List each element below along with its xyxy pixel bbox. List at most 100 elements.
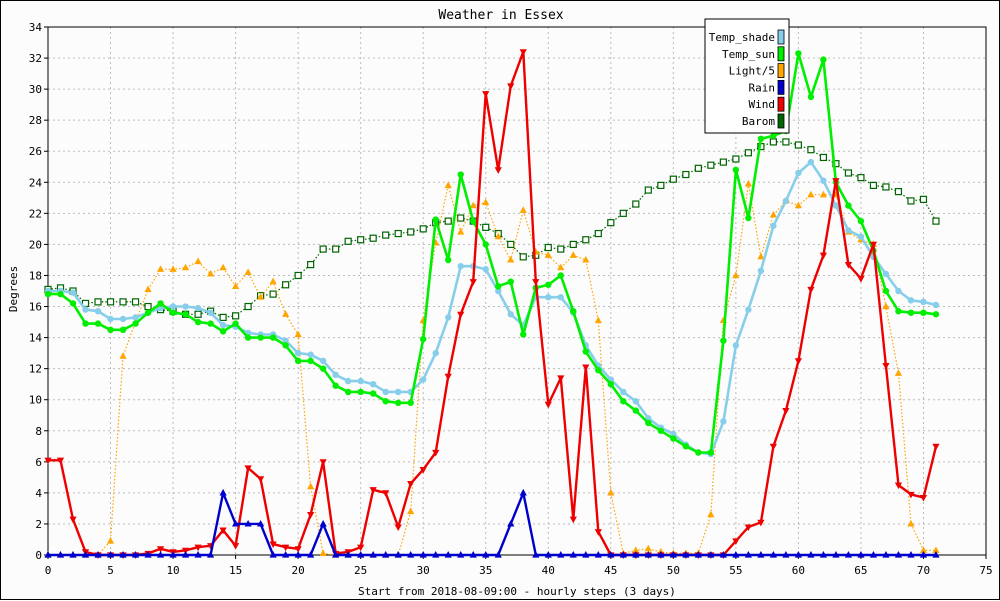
data-point	[882, 287, 890, 295]
data-point	[707, 510, 715, 518]
data-point	[69, 289, 77, 296]
data-point	[119, 298, 127, 306]
data-point	[457, 171, 464, 178]
data-point	[732, 342, 740, 349]
data-point	[444, 373, 452, 381]
data-point	[819, 190, 828, 198]
data-point	[181, 551, 190, 558]
data-point	[194, 310, 202, 318]
data-point	[469, 201, 477, 209]
data-point	[344, 388, 352, 396]
series-rain	[44, 488, 940, 558]
data-point	[919, 551, 928, 558]
data-point	[182, 303, 189, 310]
data-point	[557, 375, 565, 382]
data-point	[81, 551, 90, 558]
data-point	[744, 149, 752, 157]
data-point	[319, 245, 327, 253]
y-tick-label: 26	[29, 145, 42, 158]
data-point	[382, 388, 389, 396]
data-point	[820, 56, 827, 63]
data-point	[507, 83, 515, 91]
data-point	[794, 551, 802, 558]
data-point	[495, 283, 502, 290]
data-point	[594, 551, 602, 558]
data-point	[257, 476, 265, 483]
data-point	[407, 551, 415, 558]
data-point	[894, 188, 903, 196]
data-point	[419, 551, 427, 558]
x-tick-label: 55	[729, 564, 742, 577]
data-point	[232, 312, 240, 320]
legend-label-temp-shade: Temp_shade	[709, 31, 775, 44]
data-point	[644, 544, 652, 552]
data-point	[407, 399, 414, 407]
data-point	[570, 307, 577, 315]
data-point	[319, 365, 327, 372]
data-point	[357, 551, 365, 558]
data-point	[569, 516, 577, 524]
y-tick-label: 20	[29, 238, 42, 251]
data-point	[482, 241, 489, 248]
data-point	[770, 222, 777, 229]
data-point	[257, 519, 265, 527]
data-point	[206, 269, 215, 277]
data-point	[294, 546, 302, 553]
data-point	[807, 93, 815, 101]
data-point	[657, 427, 665, 434]
data-point	[795, 50, 802, 57]
y-tick-label: 10	[29, 394, 42, 407]
data-point	[819, 153, 828, 162]
x-tick-label: 20	[292, 564, 305, 577]
data-point	[882, 302, 890, 310]
data-point	[907, 519, 915, 527]
data-point	[131, 298, 140, 306]
data-point	[457, 551, 465, 558]
data-point	[919, 494, 928, 502]
data-point	[307, 261, 315, 269]
data-point	[282, 544, 290, 552]
y-tick-label: 24	[29, 176, 43, 189]
data-point	[644, 186, 652, 194]
data-point	[857, 174, 865, 182]
data-point	[544, 251, 552, 258]
data-point	[920, 298, 927, 306]
data-point	[757, 519, 765, 527]
data-point	[719, 551, 727, 558]
series-temp-shade	[44, 158, 940, 458]
data-point	[432, 216, 439, 223]
data-point	[269, 551, 277, 558]
data-point	[557, 245, 565, 253]
data-point	[106, 298, 115, 306]
x-tick-label: 30	[417, 564, 430, 577]
data-point	[545, 281, 552, 288]
data-point	[382, 398, 389, 405]
data-point	[682, 170, 690, 179]
data-point	[794, 201, 802, 209]
data-point	[932, 546, 940, 553]
series-line-rain	[48, 491, 936, 557]
data-point	[357, 236, 365, 244]
data-point	[232, 320, 239, 327]
data-point	[770, 132, 777, 139]
data-point	[894, 369, 903, 376]
data-point	[282, 310, 290, 317]
data-point	[94, 551, 102, 558]
data-point	[244, 465, 252, 473]
data-point	[282, 342, 289, 349]
data-point	[269, 334, 277, 341]
data-point	[131, 551, 140, 558]
data-point	[157, 300, 164, 307]
data-point	[932, 217, 940, 225]
data-point	[257, 293, 265, 300]
data-point	[94, 320, 102, 327]
data-point	[782, 197, 790, 205]
data-point	[319, 357, 327, 365]
data-point	[857, 551, 865, 558]
data-point	[94, 298, 102, 306]
data-point	[106, 537, 115, 544]
data-point	[582, 364, 590, 372]
y-tick-label: 28	[29, 114, 42, 127]
